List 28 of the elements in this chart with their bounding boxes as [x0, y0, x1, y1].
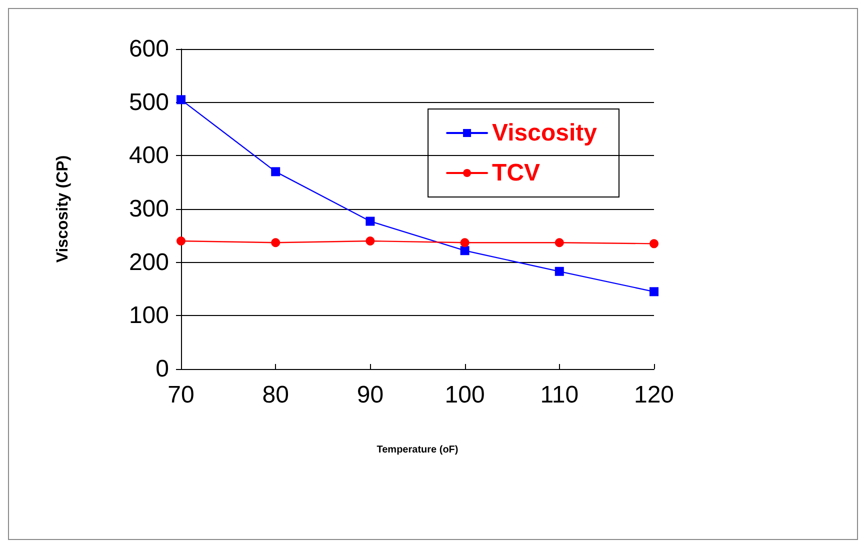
legend-label: TCV: [492, 160, 540, 186]
point: [271, 238, 280, 248]
x-axis-title: Temperature (oF): [376, 444, 458, 456]
x-tick-label: 80: [262, 382, 289, 408]
point: [554, 266, 564, 276]
point: [554, 238, 564, 248]
x-tick-label: 90: [356, 382, 384, 408]
point: [176, 236, 186, 246]
legend-label: Viscosity: [492, 120, 598, 146]
y-tick-label: 100: [128, 302, 169, 330]
point: [650, 287, 658, 296]
y-tick-label: 0: [156, 356, 169, 382]
y-tick-label: 400: [128, 142, 169, 170]
point: [366, 236, 375, 246]
point: [366, 216, 375, 226]
y-tick-label: 200: [128, 248, 169, 276]
point: [460, 246, 470, 256]
x-tick-label: 100: [444, 382, 485, 408]
point: [650, 239, 658, 248]
x-tick-label: 70: [168, 382, 194, 408]
y-tick-label: 300: [128, 196, 169, 222]
y-axis-title: Viscosity (CP): [54, 155, 72, 263]
point: [460, 238, 470, 248]
y-tick-label: 600: [128, 36, 169, 62]
x-tick-label: 120: [634, 382, 674, 408]
point: [271, 167, 280, 176]
x-tick-label: 110: [540, 382, 579, 408]
y-tick-label: 500: [128, 88, 169, 116]
